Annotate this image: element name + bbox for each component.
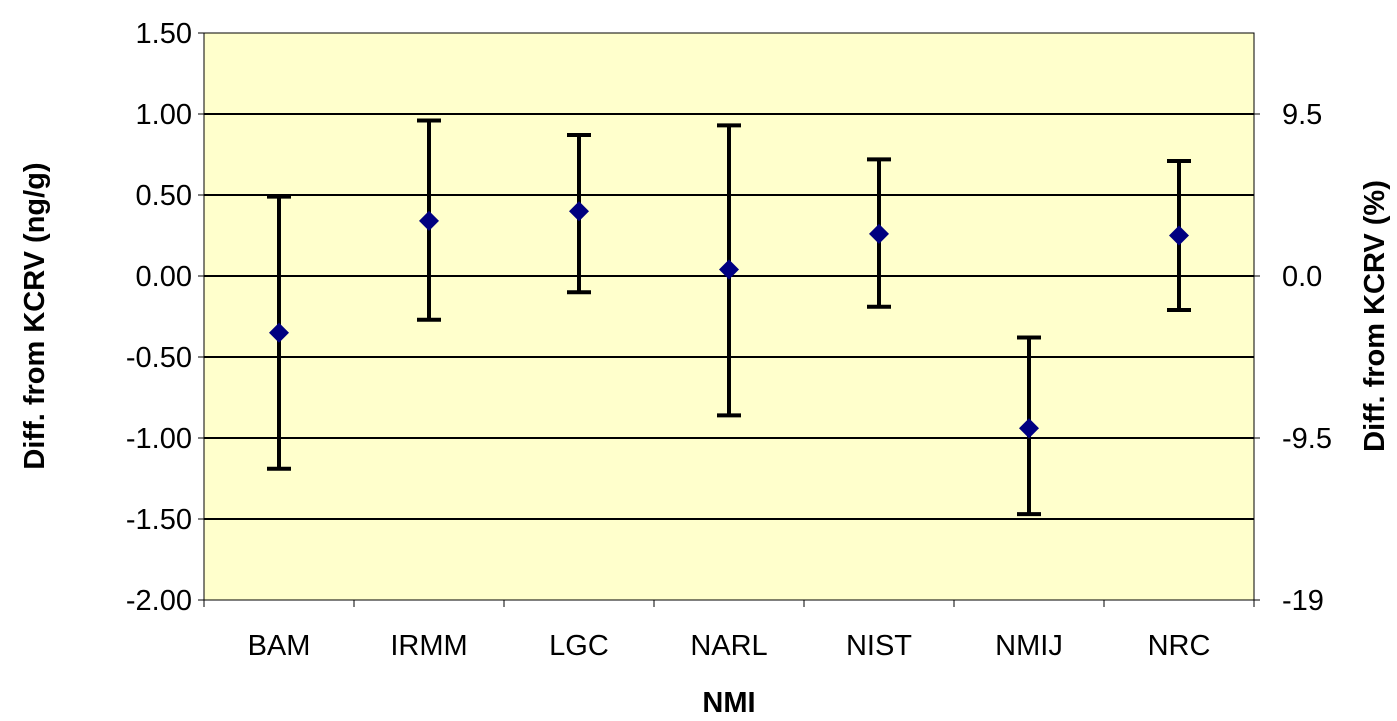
y-tick-label: 1.50 [136,18,192,50]
x-tick-label: NRC [1148,630,1211,662]
y2-tick-label: 9.5 [1282,99,1322,131]
x-tick-label: IRMM [390,630,467,662]
data-point-narl [719,259,739,280]
x-tick-label: NARL [690,630,767,662]
grid-lines [204,113,1254,520]
y2-axis-title: Diff. from KCRV (%) [1359,180,1391,452]
data-point-bam [269,322,289,343]
y-tick-label: -0.50 [126,342,192,374]
y-axis-title: Diff. from KCRV (ng/g) [19,162,51,469]
y-tick-label: 1.00 [136,99,192,131]
data-point-nrc [1169,225,1189,246]
y2-tick-label: -9.5 [1282,423,1332,455]
data-point-irmm [419,210,439,231]
x-axis-tick-labels: BAM IRMM LGC NARL NIST NMIJ NRC [248,630,1211,662]
x-tick-label: NMIJ [995,630,1063,662]
x-axis-title: NMI [702,687,755,719]
x-tick-label: NIST [846,630,912,662]
y-tick-label: 0.00 [136,261,192,293]
y-tick-label: 0.50 [136,180,192,212]
data-point-lgc [569,201,589,222]
x-tick-label: BAM [248,630,311,662]
y-tick-label: -1.50 [126,504,192,536]
y2-tick-label: 0.0 [1282,261,1322,293]
y2-axis-tick-labels: 9.5 0.0 -9.5 -19 [1282,99,1332,617]
y-tick-label: -2.00 [126,585,192,617]
data-point-nist [869,223,889,244]
axes [198,32,1260,607]
data-markers [269,201,1189,439]
y-tick-label: -1.00 [126,423,192,455]
y-axis-tick-labels: 1.50 1.00 0.50 0.00 -0.50 -1.00 -1.50 -2.00 [126,18,192,617]
x-tick-label: LGC [549,630,609,662]
data-point-nmij [1019,418,1039,439]
y2-tick-label: -19 [1282,585,1324,617]
